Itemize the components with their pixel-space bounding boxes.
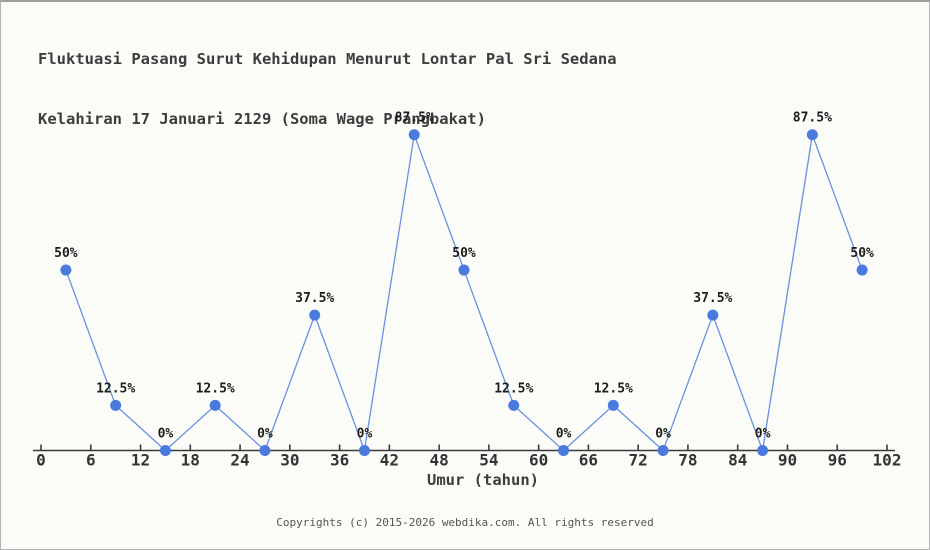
x-axis-tick-label: 6 — [86, 451, 96, 470]
x-axis-tick-label: 96 — [828, 451, 847, 470]
x-axis-tick-label: 60 — [529, 451, 548, 470]
data-point-label: 0% — [357, 427, 373, 442]
data-point-marker — [209, 399, 221, 411]
data-point-marker — [707, 309, 719, 321]
x-axis-tick-label: 30 — [280, 451, 299, 470]
data-point-marker — [110, 399, 122, 411]
data-point-marker — [259, 445, 271, 456]
data-point-marker — [408, 129, 420, 141]
data-point-marker — [806, 129, 818, 141]
data-point-label: 87.5% — [395, 111, 434, 126]
data-point-label: 12.5% — [494, 381, 533, 396]
chart-title-line1: Fluktuasi Pasang Surut Kehidupan Menurut… — [38, 50, 617, 68]
data-point-label: 37.5% — [693, 291, 732, 306]
data-point-label: 0% — [556, 427, 572, 442]
data-point-label: 0% — [655, 427, 671, 442]
x-axis-tick-label: 90 — [778, 451, 797, 470]
data-point-label: 50% — [850, 246, 874, 261]
copyright-text: Copyrights (c) 2015-2026 webdika.com. Al… — [276, 516, 654, 529]
data-point-label: 0% — [158, 427, 174, 442]
x-axis-tick-label: 66 — [579, 451, 598, 470]
x-axis-tick-label: 54 — [479, 451, 498, 470]
data-point-marker — [657, 445, 669, 456]
x-axis-tick-label: 48 — [429, 451, 448, 470]
data-point-marker — [757, 445, 769, 456]
x-axis-tick-label: 102 — [873, 451, 902, 470]
data-point-marker — [60, 264, 72, 276]
chart-plot-area: 0 6 12 18 24 30 36 42 48 54 60 66 72 78 84 90 96 102 50% 12… — [33, 111, 901, 470]
data-point-label: 50% — [54, 246, 78, 261]
x-axis-tick-label: 78 — [678, 451, 697, 470]
data-point-label: 37.5% — [295, 291, 334, 306]
data-point-marker — [358, 445, 370, 456]
data-point-marker — [508, 399, 520, 411]
x-axis-title: Umur (tahun) — [427, 471, 539, 489]
x-axis-tick-label: 84 — [728, 451, 747, 470]
data-point-label: 12.5% — [594, 381, 633, 396]
x-axis-tick-label: 72 — [629, 451, 648, 470]
chart-title-line2: Kelahiran 17 Januari 2129 (Soma Wage Pra… — [38, 110, 486, 128]
data-point-marker — [309, 309, 321, 321]
x-axis-tick-label: 24 — [230, 451, 249, 470]
data-point-marker — [458, 264, 470, 276]
x-axis-tick-label: 12 — [131, 451, 150, 470]
data-point-label: 87.5% — [793, 111, 832, 126]
x-axis-tick-label: 36 — [330, 451, 349, 470]
trend-line — [65, 132, 863, 454]
data-point-marker — [558, 445, 570, 456]
x-axis-tick-label: 18 — [181, 451, 200, 470]
data-point-marker — [159, 445, 171, 456]
x-axis-tick-label: 42 — [380, 451, 399, 470]
data-point-label: 50% — [452, 246, 476, 261]
chart-title: Fluktuasi Pasang Surut Kehidupan Menurut… — [38, 9, 617, 169]
data-point-label: 0% — [257, 427, 273, 442]
data-point-label: 0% — [755, 427, 771, 442]
x-axis-tick-label: 0 — [36, 451, 46, 470]
data-point-marker — [856, 264, 868, 276]
data-point-marker — [607, 399, 619, 411]
data-point-label: 12.5% — [196, 381, 235, 396]
data-point-label: 12.5% — [96, 381, 135, 396]
